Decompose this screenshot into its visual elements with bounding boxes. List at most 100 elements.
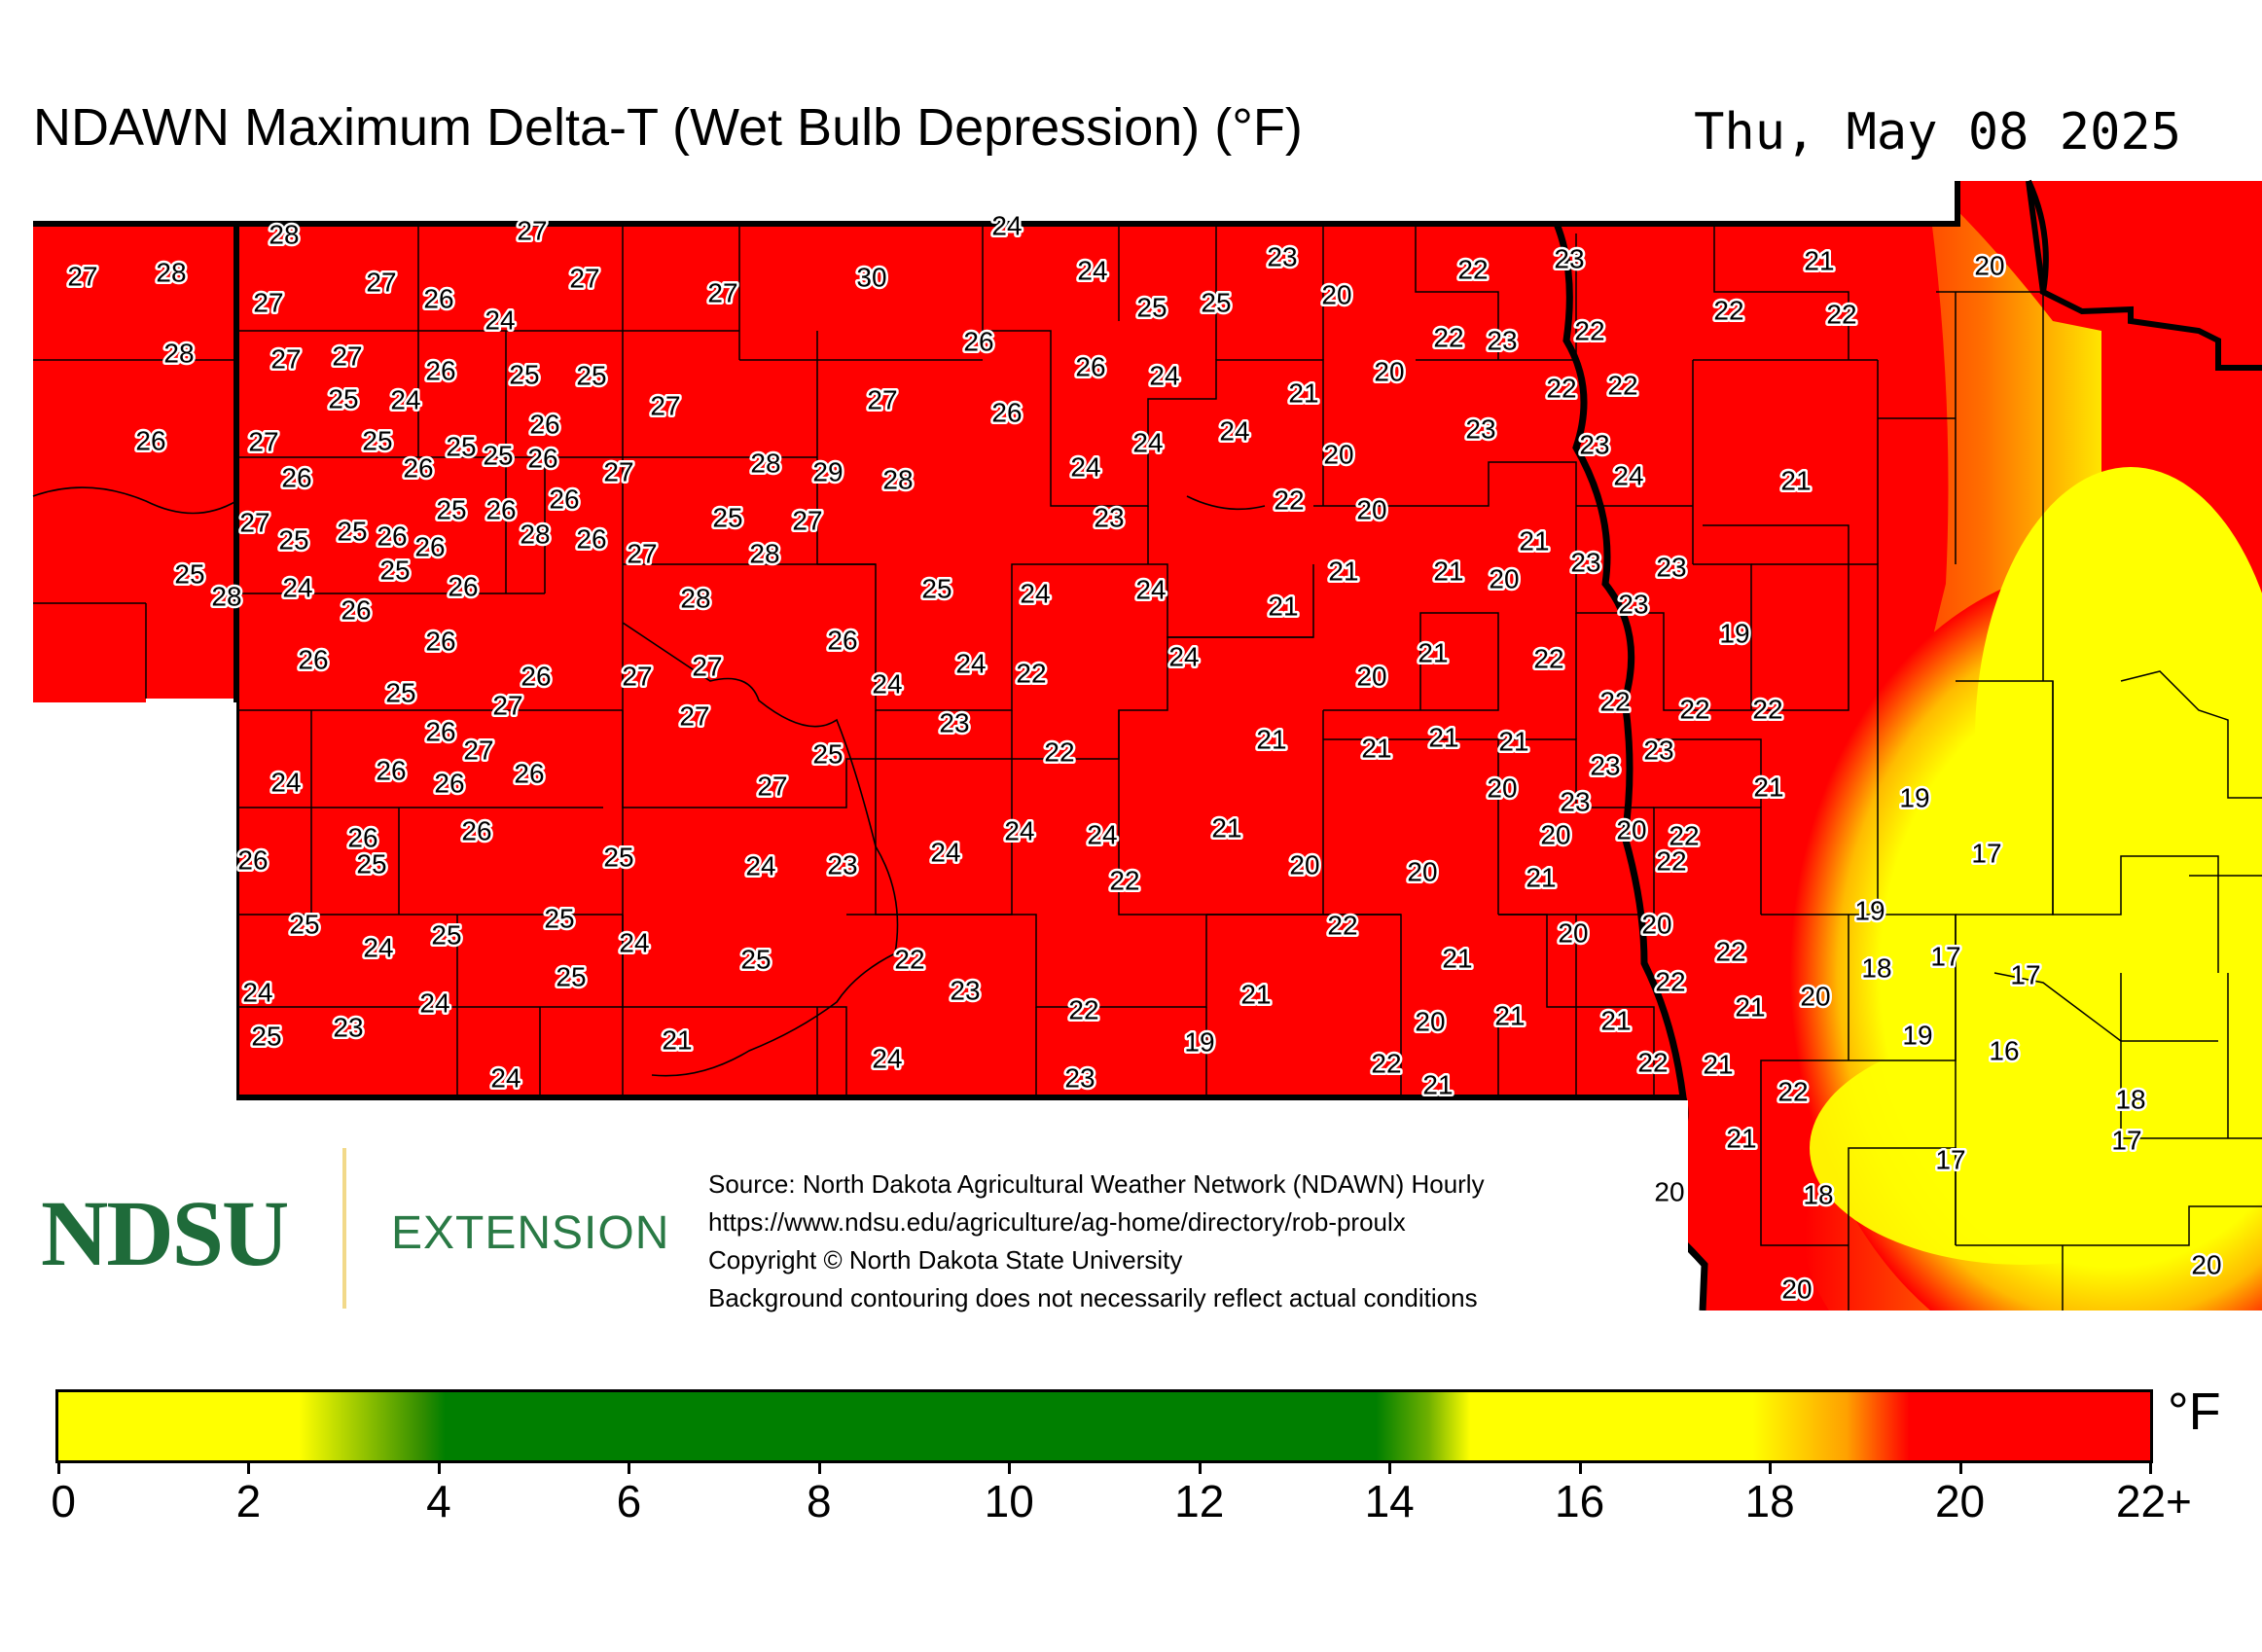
- extension-logo-text: EXTENSION: [391, 1207, 670, 1259]
- station-value: 21: [662, 1024, 692, 1055]
- station-value: 20: [2191, 1249, 2221, 1279]
- station-value: 20: [1289, 849, 1319, 880]
- station-value: 21: [1433, 556, 1463, 586]
- station-value: 27: [332, 341, 362, 371]
- station-value: 23: [1064, 1062, 1095, 1093]
- station-value: 24: [1168, 641, 1199, 671]
- station-value: 22: [1599, 686, 1630, 716]
- colorbar-tick-label: 22+: [2115, 1476, 2192, 1526]
- station-value: 22: [1679, 694, 1709, 724]
- station-value: 26: [281, 462, 311, 492]
- station-value: 17: [1971, 838, 2001, 868]
- colorbar-tick-label: 10: [984, 1476, 1034, 1526]
- station-value: 22: [1109, 865, 1139, 895]
- station-value: 26: [423, 283, 453, 313]
- station-value: 24: [1070, 451, 1100, 482]
- station-value: 24: [282, 572, 312, 602]
- station-value: 21: [1256, 724, 1286, 754]
- station-value: 26: [377, 521, 407, 551]
- station-value: 23: [1618, 589, 1648, 619]
- station-value: 26: [576, 523, 606, 554]
- colorbar-tick: [57, 1460, 60, 1474]
- station-value: 23: [1554, 243, 1584, 273]
- station-value: 27: [67, 261, 97, 291]
- station-value: 27: [692, 651, 722, 681]
- station-value: 22: [1068, 994, 1098, 1024]
- station-value: 26: [514, 758, 544, 788]
- station-value: 18: [2115, 1084, 2145, 1114]
- station-value: 26: [425, 716, 455, 746]
- colorbar-unit: °F: [2168, 1383, 2221, 1441]
- station-value: 20: [1558, 917, 1588, 948]
- station-value: 25: [251, 1021, 281, 1051]
- station-value: 21: [1753, 772, 1783, 802]
- station-value: 18: [1803, 1179, 1833, 1209]
- colorbar-tick: [1578, 1460, 1582, 1474]
- station-value: 22: [1457, 254, 1488, 284]
- note-source: Source: North Dakota Agricultural Weathe…: [708, 1169, 1485, 1199]
- station-value: 22: [1044, 736, 1074, 767]
- station-value: 27: [707, 277, 737, 307]
- colorbar-tick-label: 0: [51, 1476, 76, 1526]
- station-value: 23: [1487, 325, 1517, 355]
- station-value: 28: [882, 464, 913, 494]
- station-value: 25: [812, 738, 843, 769]
- station-value: 24: [930, 837, 960, 867]
- colorbar-tick-label: 12: [1174, 1476, 1225, 1526]
- colorbar-tick-label: 2: [235, 1476, 262, 1526]
- station-value: 25: [921, 573, 951, 603]
- station-value: 30: [856, 262, 886, 292]
- station-value: 24: [1149, 360, 1179, 390]
- station-value: 19: [1184, 1026, 1214, 1057]
- station-value: 26: [237, 844, 268, 875]
- colorbar-tick: [247, 1460, 251, 1474]
- station-value: 20: [1800, 981, 1830, 1011]
- station-value: 23: [1465, 413, 1495, 444]
- station-value: 21: [1780, 465, 1811, 495]
- station-value: 25: [174, 558, 204, 589]
- station-value: 21: [1361, 733, 1391, 763]
- station-value: 26: [991, 397, 1022, 427]
- colorbar-tick: [1769, 1460, 1773, 1474]
- station-value: 24: [390, 384, 420, 414]
- map-title: NDAWN Maximum Delta-T (Wet Bulb Depressi…: [33, 98, 1303, 157]
- station-value: 24: [270, 767, 301, 797]
- station-value: 23: [950, 975, 980, 1005]
- station-value: 27: [867, 384, 897, 414]
- station-value: 21: [1288, 377, 1318, 408]
- station-value: 28: [163, 338, 194, 368]
- station-value: 26: [341, 594, 371, 625]
- station-value: 24: [419, 988, 449, 1018]
- station-value: 26: [448, 571, 478, 601]
- station-value: 25: [431, 919, 461, 950]
- station-value: 24: [242, 977, 272, 1007]
- station-value: 27: [622, 661, 652, 691]
- station-value: 22: [894, 944, 924, 974]
- station-value: 25: [446, 431, 476, 461]
- station-value: 24: [745, 850, 775, 880]
- station-value: 25: [337, 516, 367, 546]
- colorbar-tick-label: 6: [616, 1476, 642, 1526]
- station-value: 22: [1433, 322, 1463, 352]
- station-value: 25: [356, 848, 386, 879]
- station-value: 26: [549, 484, 579, 514]
- colorbar-tick-label: 16: [1555, 1476, 1605, 1526]
- station-value: 22: [1669, 820, 1699, 850]
- station-value: 25: [603, 842, 633, 872]
- station-value: 27: [248, 426, 278, 456]
- station-value: 22: [1574, 315, 1604, 345]
- station-value: 23: [1570, 547, 1600, 577]
- station-value: 22: [1016, 658, 1046, 688]
- station-value: 27: [270, 343, 301, 374]
- station-value: 24: [1087, 819, 1117, 849]
- station-value: 20: [1654, 1176, 1684, 1206]
- station-value: 25: [1201, 287, 1231, 317]
- station-value: 16: [1989, 1035, 2019, 1065]
- station-value: 26: [425, 355, 455, 385]
- station-value: 20: [1616, 814, 1646, 844]
- station-value: 27: [463, 735, 493, 765]
- station-value: 27: [239, 507, 269, 537]
- station-value: 21: [1600, 1005, 1631, 1035]
